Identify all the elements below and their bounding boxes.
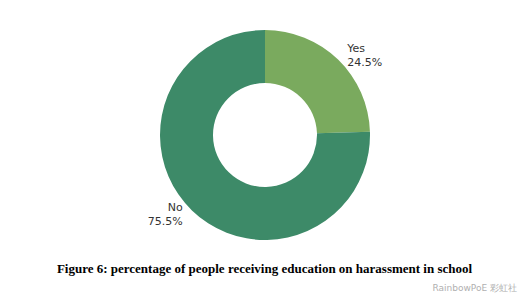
svg-text:Yes: Yes (346, 42, 365, 55)
svg-text:RainbowPoE 彩虹社: RainbowPoE 彩虹社 (432, 283, 517, 293)
svg-text:24.5%: 24.5% (347, 56, 382, 69)
svg-text:75.5%: 75.5% (148, 215, 183, 228)
svg-text:No: No (168, 201, 183, 214)
svg-text:Figure 6: percentage of people: Figure 6: percentage of people receiving… (57, 261, 473, 276)
